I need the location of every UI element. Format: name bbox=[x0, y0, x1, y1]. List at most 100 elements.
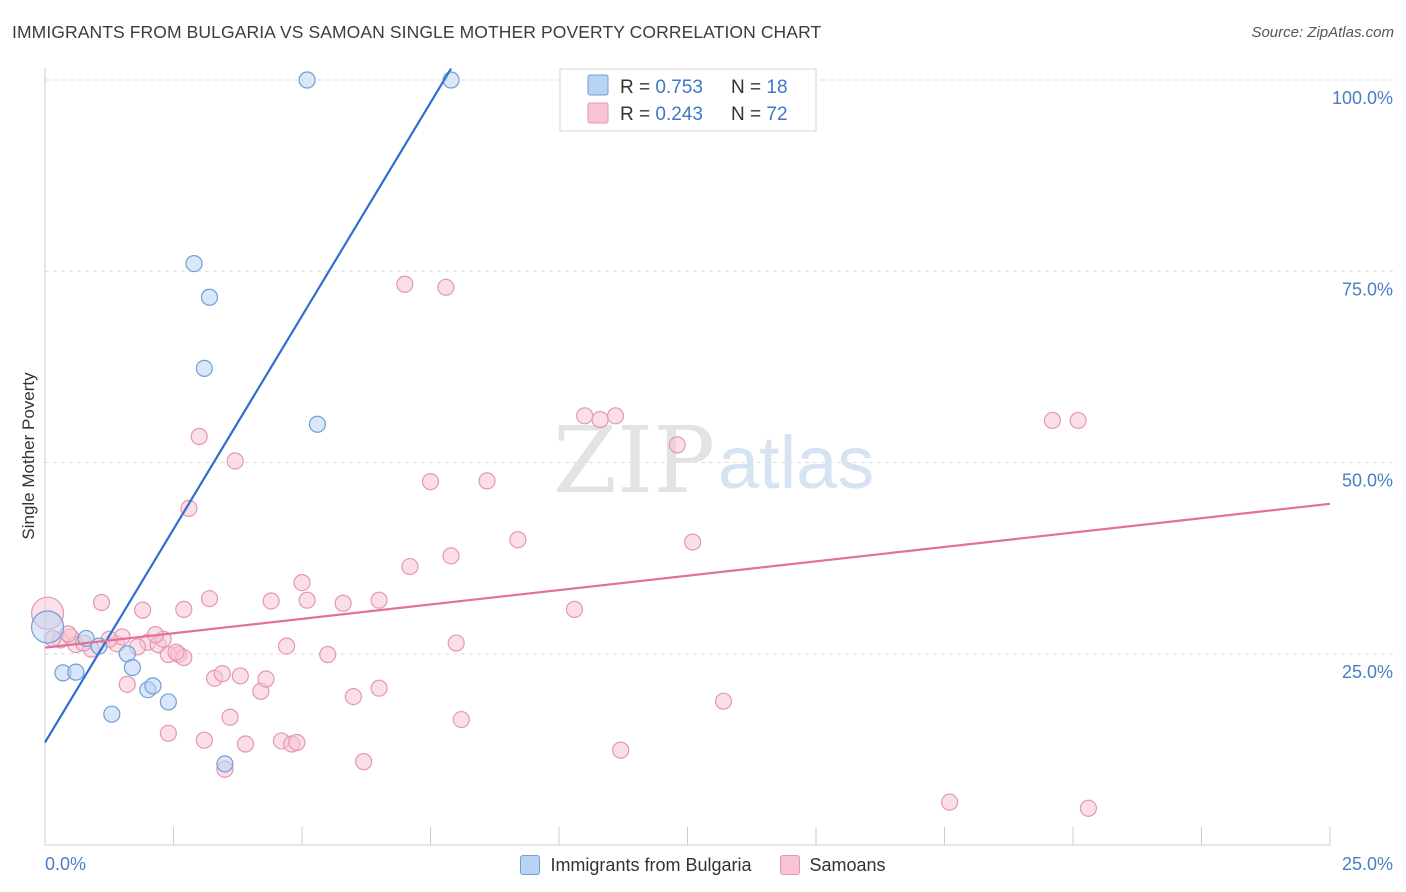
legend-row-1: R = 0.753 N = 18 bbox=[620, 77, 788, 98]
legend-item-bulgaria: Immigrants from Bulgaria bbox=[520, 854, 752, 876]
samoans-point-57 bbox=[684, 533, 702, 551]
bulgaria-point-2 bbox=[67, 663, 85, 681]
legend-n-value-1: 18 bbox=[766, 77, 787, 98]
legend-label-samoans: Samoans bbox=[809, 854, 886, 875]
samoans-point-39 bbox=[344, 687, 362, 706]
samoans-point-9 bbox=[134, 601, 152, 619]
samoans-point-61 bbox=[1069, 411, 1087, 430]
watermark-zip: ZIP bbox=[553, 407, 715, 514]
samoans-point-37 bbox=[319, 645, 337, 664]
samoans-point-26 bbox=[231, 667, 249, 685]
legend-swatch-samoans bbox=[587, 102, 609, 124]
legend-n-label-2: N = bbox=[731, 104, 766, 125]
samoans-point-48 bbox=[452, 710, 470, 729]
samoans-point-47 bbox=[447, 634, 465, 652]
samoans-trendline bbox=[44, 502, 1331, 649]
samoans-point-55 bbox=[612, 741, 630, 759]
samoans-point-35 bbox=[293, 574, 311, 592]
x-tick-label-0: 0.0% bbox=[45, 854, 86, 874]
samoans-point-30 bbox=[262, 592, 280, 610]
samoans-point-25 bbox=[226, 452, 244, 470]
x-tick-labels: 0.0% 25.0% bbox=[45, 854, 1393, 874]
bulgaria-point-14 bbox=[216, 755, 234, 773]
samoans-point-32 bbox=[277, 637, 296, 655]
samoans-point-56 bbox=[668, 436, 686, 454]
bulgaria-point-15 bbox=[298, 71, 316, 89]
legend-label-bulgaria: Immigrants from Bulgaria bbox=[550, 854, 752, 875]
samoans-point-59 bbox=[941, 793, 959, 811]
samoans-point-34 bbox=[288, 733, 306, 752]
samoans-point-40 bbox=[355, 753, 373, 771]
samoans-point-24 bbox=[221, 708, 239, 726]
y-tick-label-1: 50.0% bbox=[1342, 471, 1393, 491]
samoans-point-50 bbox=[509, 531, 527, 549]
legend-r-value-2: 0.243 bbox=[655, 104, 703, 125]
samoans-point-38 bbox=[334, 594, 352, 612]
samoans-point-29 bbox=[257, 670, 275, 688]
bulgaria-points bbox=[30, 71, 460, 773]
bulgaria-point-17 bbox=[442, 71, 460, 89]
watermark: ZIP atlas bbox=[553, 407, 874, 514]
samoans-points bbox=[30, 275, 1098, 817]
y-tick-label-0: 25.0% bbox=[1342, 662, 1393, 682]
samoans-point-20 bbox=[195, 731, 213, 749]
samoans-point-18 bbox=[180, 499, 198, 517]
samoans-point-5 bbox=[92, 593, 111, 612]
legend-row-2: R = 0.243 N = 72 bbox=[620, 104, 788, 125]
samoans-point-53 bbox=[591, 411, 609, 429]
samoans-point-36 bbox=[298, 591, 316, 609]
legend-swatch-bulgaria-bottom bbox=[520, 855, 541, 875]
legend-r-value-1: 0.753 bbox=[655, 77, 703, 98]
samoans-point-21 bbox=[200, 590, 219, 608]
samoans-point-44 bbox=[421, 473, 440, 491]
samoans-point-46 bbox=[442, 547, 460, 565]
y-axis-title: Single Mother Poverty bbox=[19, 372, 38, 540]
samoans-point-49 bbox=[478, 472, 496, 490]
legend-n-label-1: N = bbox=[731, 77, 766, 98]
chart-title: IMMIGRANTS FROM BULGARIA VS SAMOAN SINGL… bbox=[12, 22, 822, 42]
bulgaria-point-16 bbox=[308, 415, 327, 433]
samoans-point-19 bbox=[190, 427, 208, 446]
y-tick-labels: 25.0% 50.0% 75.0% 100.0% bbox=[1332, 88, 1393, 682]
samoans-point-62 bbox=[1079, 799, 1098, 817]
samoans-point-14 bbox=[159, 724, 177, 742]
legend-swatch-samoans-bottom bbox=[779, 855, 800, 875]
trendlines bbox=[44, 67, 1331, 744]
samoans-point-60 bbox=[1043, 411, 1062, 430]
samoans-point-41 bbox=[370, 591, 388, 609]
source-label: Source: ZipAtlas.com bbox=[1251, 24, 1394, 41]
samoans-point-51 bbox=[565, 600, 584, 618]
legend-r-label-2: R = bbox=[620, 104, 655, 125]
x-axis-ticks bbox=[44, 827, 1331, 845]
series-legend: Immigrants from Bulgaria Samoans bbox=[0, 851, 1406, 879]
samoans-point-45 bbox=[437, 278, 455, 296]
watermark-atlas: atlas bbox=[718, 421, 874, 504]
legend-item-samoans: Samoans bbox=[779, 854, 886, 876]
samoans-point-27 bbox=[236, 735, 255, 753]
samoans-point-54 bbox=[606, 407, 625, 425]
samoans-point-17 bbox=[175, 600, 193, 618]
samoans-point-70 bbox=[167, 643, 185, 661]
samoans-point-42 bbox=[370, 679, 388, 697]
samoans-point-63 bbox=[396, 275, 414, 293]
bulgaria-trendline bbox=[44, 67, 453, 744]
samoans-point-58 bbox=[714, 692, 733, 710]
legend-swatch-bulgaria bbox=[587, 74, 609, 96]
samoans-point-71 bbox=[213, 665, 231, 683]
bulgaria-point-11 bbox=[185, 255, 203, 273]
gridlines bbox=[45, 79, 1395, 655]
bulgaria-point-9 bbox=[144, 677, 162, 695]
bulgaria-point-10 bbox=[159, 693, 177, 711]
legend-r-label-1: R = bbox=[620, 77, 655, 98]
samoans-point-52 bbox=[576, 407, 594, 425]
legend-n-value-2: 72 bbox=[766, 104, 787, 125]
samoans-point-8 bbox=[118, 675, 136, 693]
bulgaria-point-0 bbox=[30, 610, 65, 644]
y-tick-label-2: 75.0% bbox=[1342, 279, 1393, 299]
stats-legend: R = 0.753 N = 18 R = 0.243 N = 72 bbox=[559, 68, 817, 132]
y-tick-label-3: 100.0% bbox=[1332, 88, 1393, 108]
bulgaria-point-13 bbox=[195, 359, 213, 378]
samoans-point-43 bbox=[401, 557, 419, 576]
bulgaria-point-7 bbox=[123, 658, 141, 677]
